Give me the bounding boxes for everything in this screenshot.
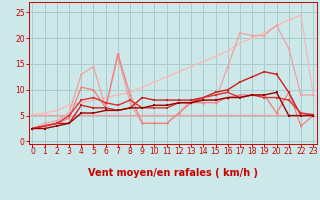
X-axis label: Vent moyen/en rafales ( km/h ): Vent moyen/en rafales ( km/h )	[88, 168, 258, 178]
